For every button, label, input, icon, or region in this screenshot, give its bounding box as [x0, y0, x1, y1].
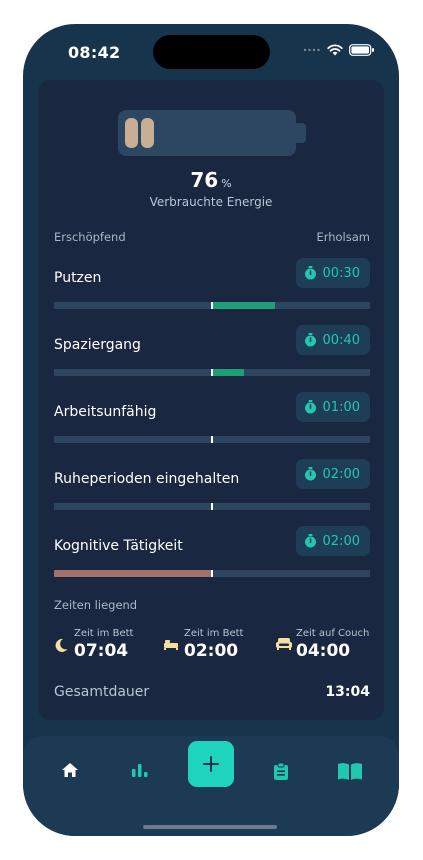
stopwatch-icon — [304, 400, 316, 414]
home-icon — [62, 763, 78, 777]
activity-label: Spaziergang — [54, 337, 141, 353]
activity-duration: 02:00 — [322, 533, 360, 549]
battery-status-icon — [349, 44, 374, 56]
activity-balance-bar — [54, 369, 370, 376]
activity-duration-button[interactable]: 02:00 — [295, 459, 370, 489]
lying-value: 07:04 — [74, 641, 129, 661]
balance-fill — [212, 369, 244, 376]
balance-center-tick — [211, 302, 213, 309]
activity-balance-bar — [54, 302, 370, 309]
energy-value: 76 — [190, 168, 219, 192]
activity-label: Kognitive Tätigkeit — [54, 538, 183, 554]
activity-duration-button[interactable]: 01:00 — [295, 392, 370, 422]
energy-battery-graphic — [118, 110, 306, 156]
activity-balance-bar — [54, 570, 370, 577]
activity-label: Putzen — [54, 270, 102, 286]
status-time: 08:42 — [68, 43, 121, 62]
wifi-icon — [327, 44, 343, 56]
lying-value: 02:00 — [184, 641, 239, 661]
balance-fill — [212, 302, 275, 309]
dynamic-island — [153, 35, 270, 69]
stopwatch-icon — [304, 467, 316, 481]
home-indicator — [143, 825, 277, 829]
activity-duration-button[interactable]: 00:30 — [295, 258, 370, 288]
signal-icon — [303, 48, 320, 52]
activity-row: Ruheperioden eingehalten 02:00 — [54, 459, 370, 519]
activity-duration: 01:00 — [322, 399, 360, 415]
tab-statistics[interactable] — [131, 762, 149, 782]
couch-icon — [276, 638, 292, 650]
balance-fill — [54, 570, 212, 577]
plus-icon — [203, 756, 219, 772]
activity-balance-bar — [54, 436, 370, 443]
activity-duration: 02:00 — [322, 466, 360, 482]
tab-home[interactable] — [61, 762, 79, 782]
stopwatch-icon — [304, 534, 316, 548]
activity-duration: 00:30 — [322, 265, 360, 281]
balance-center-tick — [211, 369, 213, 376]
lying-times-title: Zeiten liegend — [54, 598, 138, 612]
energy-unit: % — [221, 177, 232, 190]
balance-center-tick — [211, 503, 213, 510]
moon-icon — [55, 638, 68, 652]
stopwatch-icon — [304, 333, 316, 347]
balance-center-tick — [211, 570, 213, 577]
scale-label-restful: Erholsam — [316, 230, 370, 244]
stopwatch-icon — [304, 266, 316, 280]
battery-tip — [296, 123, 306, 143]
energy-percentage: 76% — [38, 168, 384, 192]
battery-cell — [125, 118, 138, 148]
activity-balance-bar — [54, 503, 370, 510]
battery-cell — [141, 118, 154, 148]
scale-label-exhausting: Erschöpfend — [54, 230, 126, 244]
bar-chart-icon — [132, 764, 148, 777]
activity-row: Spaziergang 00:40 — [54, 325, 370, 385]
energy-card: 76% Verbrauchte Energie Erschöpfend Erho… — [38, 80, 384, 720]
balance-center-tick — [211, 436, 213, 443]
activity-duration-button[interactable]: 00:40 — [295, 325, 370, 355]
clipboard-icon — [274, 762, 288, 780]
lying-caption: Zeit im Bett — [74, 628, 134, 639]
tab-library[interactable] — [337, 762, 363, 785]
activity-duration: 00:40 — [322, 332, 360, 348]
lying-caption: Zeit auf Couch — [296, 628, 370, 639]
total-duration-label: Gesamtdauer — [54, 684, 150, 700]
activity-row: Arbeitsunfähig 01:00 — [54, 392, 370, 452]
activity-duration-button[interactable]: 02:00 — [295, 526, 370, 556]
lying-caption: Zeit im Bett — [184, 628, 244, 639]
activity-row: Putzen 00:30 — [54, 258, 370, 318]
lying-value: 04:00 — [296, 641, 351, 661]
tab-journal[interactable] — [273, 762, 289, 785]
add-entry-button[interactable] — [188, 741, 234, 787]
phone-screen: 08:42 76% Verbrauchte Energie Erschöpfen… — [23, 24, 399, 836]
activity-label: Ruheperioden eingehalten — [54, 471, 240, 487]
book-icon — [338, 763, 362, 780]
energy-label: Verbrauchte Energie — [149, 195, 273, 209]
activity-label: Arbeitsunfähig — [54, 404, 157, 420]
total-duration-value: 13:04 — [325, 684, 370, 700]
bed-icon — [164, 640, 178, 650]
status-icons — [303, 44, 375, 56]
activity-row: Kognitive Tätigkeit 02:00 — [54, 526, 370, 586]
